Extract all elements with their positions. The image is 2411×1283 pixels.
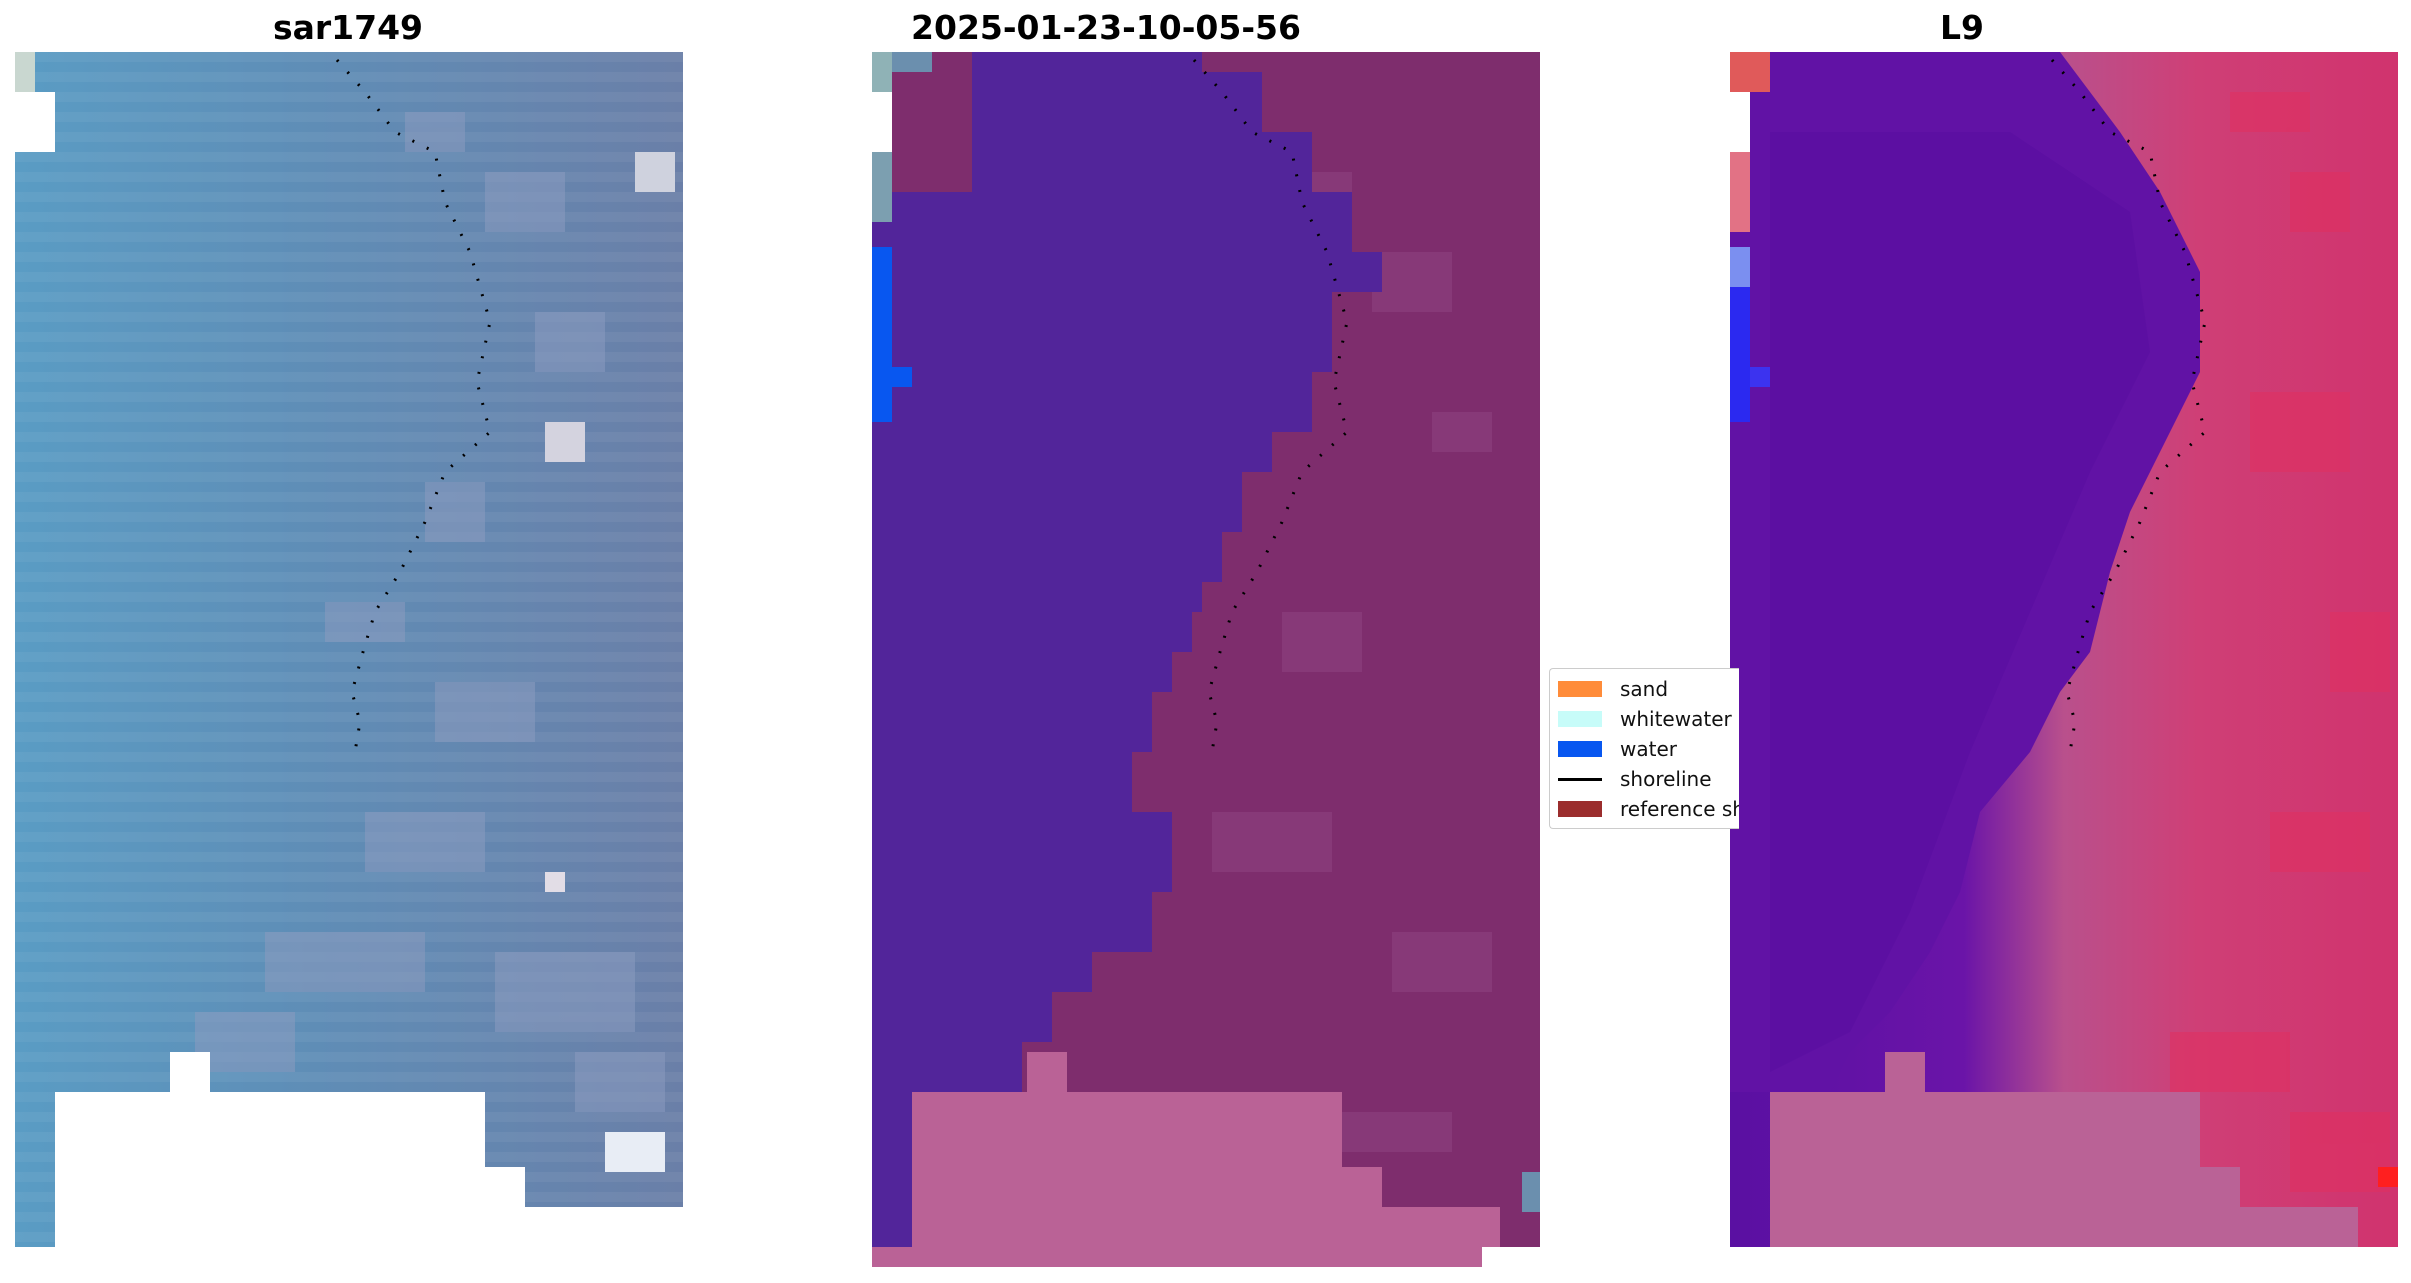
panel-title-index: L9 — [1940, 8, 1984, 47]
legend-swatch-reference-shoreline — [1558, 801, 1602, 817]
legend-label: sand — [1620, 677, 1669, 701]
rgb-image — [15, 52, 683, 1247]
legend-item-water: water — [1558, 737, 1677, 761]
index-image — [1730, 52, 2398, 1247]
legend-swatch-water — [1558, 741, 1602, 757]
legend-label: shoreline — [1620, 767, 1712, 791]
classified-image — [872, 52, 1540, 1267]
legend-label: reference shoreline buffer — [1620, 797, 1739, 821]
legend: sand whitewater water shoreline referenc… — [1549, 668, 1739, 829]
panel-title-rgb: sar1749 — [272, 8, 424, 47]
legend-item-shoreline: shoreline — [1558, 767, 1712, 791]
legend-item-reference-shoreline: reference shoreline buffer — [1558, 797, 1739, 821]
rgb-image-panel — [15, 52, 683, 1247]
panel-title-classified: 2025-01-23-10-05-56 — [911, 8, 1301, 47]
legend-item-whitewater: whitewater — [1558, 707, 1732, 731]
classified-image-panel — [872, 52, 1542, 1267]
legend-label: water — [1620, 737, 1677, 761]
legend-line-shoreline — [1558, 777, 1602, 781]
legend-swatch-sand — [1558, 681, 1602, 697]
legend-item-sand: sand — [1558, 677, 1668, 701]
legend-swatch-whitewater — [1558, 711, 1602, 727]
index-image-panel — [1730, 52, 2398, 1247]
legend-label: whitewater — [1620, 707, 1732, 731]
